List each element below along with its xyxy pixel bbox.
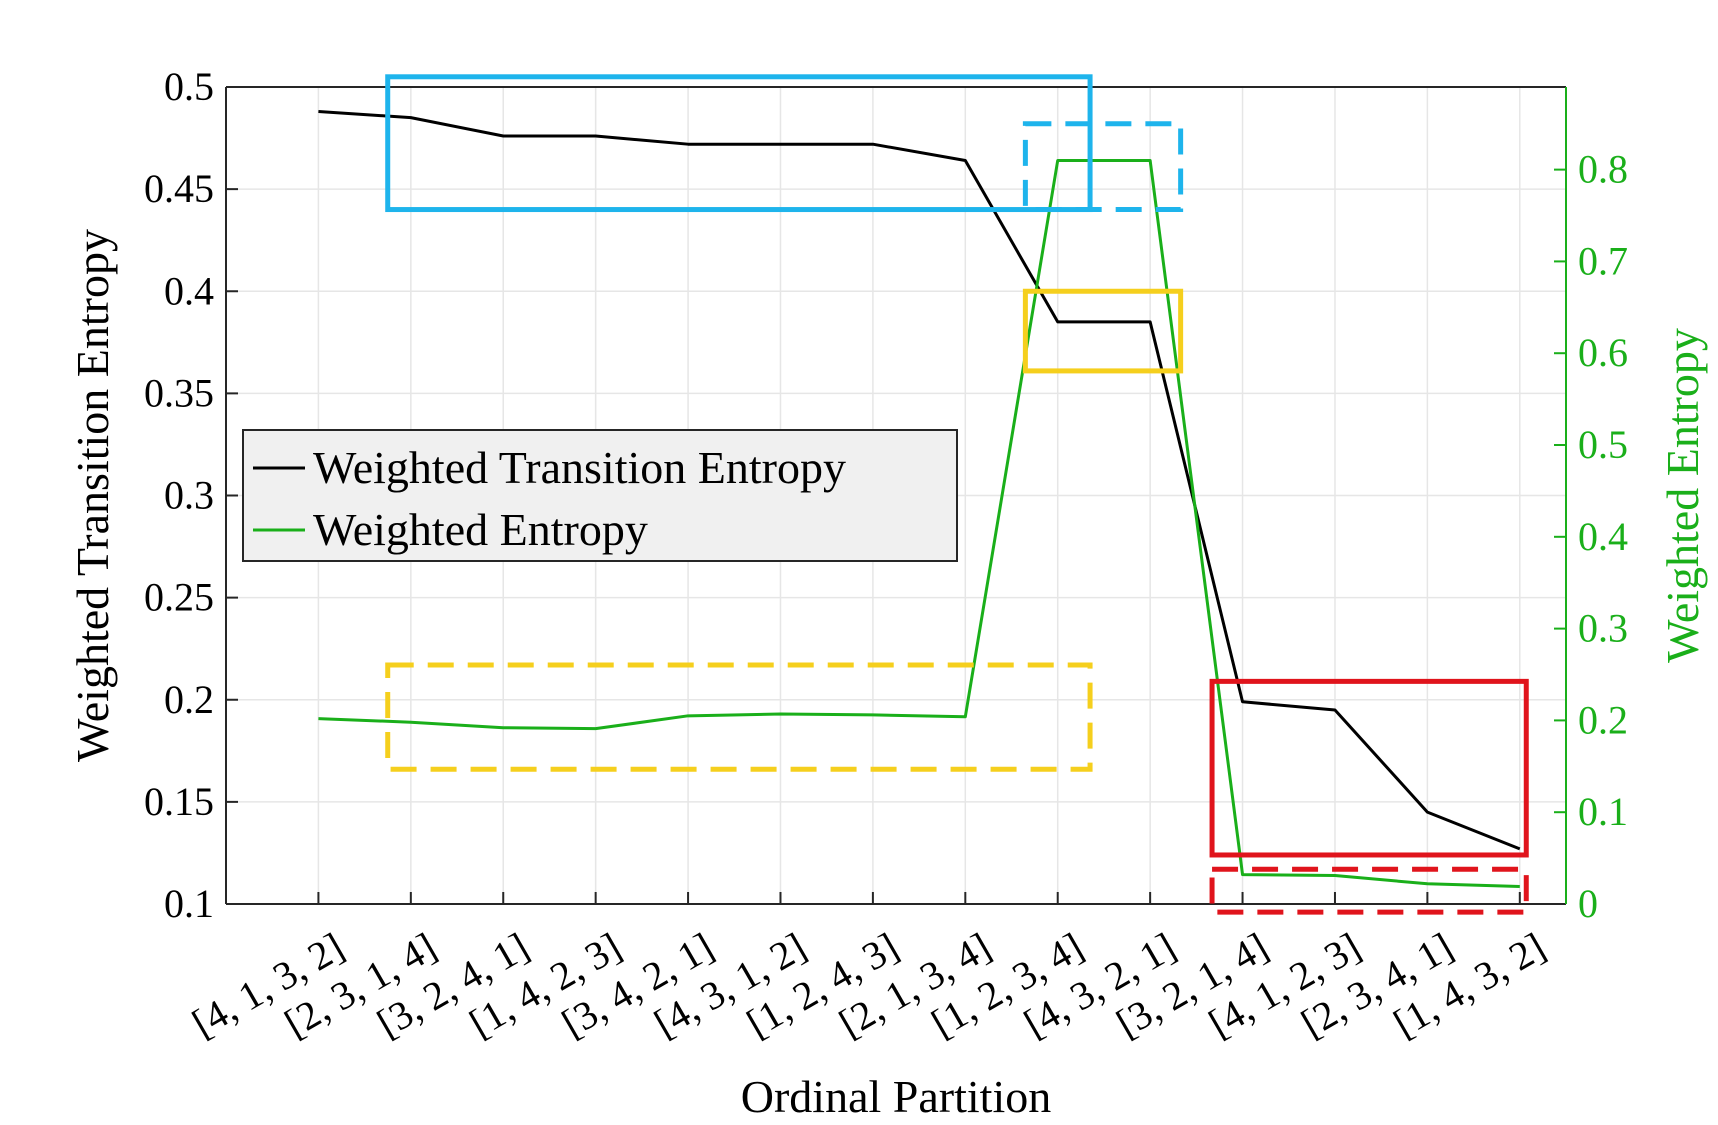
y-tick-label-left: 0.35	[144, 370, 214, 415]
legend-box	[242, 429, 958, 562]
y-tick-label-left: 0.45	[144, 166, 214, 211]
y-tick-label-left: 0.5	[164, 64, 214, 109]
y-tick-label-right: 0	[1578, 881, 1598, 926]
y-axis-title-right: Weighted Entropy	[1657, 328, 1708, 663]
y-tick-label-right: 0.5	[1578, 422, 1628, 467]
y-tick-label-right: 0.2	[1578, 697, 1628, 742]
highlight-box-red-solid	[1209, 678, 1529, 858]
series-line-weighted-transition-entropy	[318, 110, 1521, 851]
highlight-box-yellow-solid	[1022, 288, 1184, 374]
highlight-box-yellow-dashed	[385, 662, 1093, 772]
y-tick-label-right: 0.1	[1578, 789, 1628, 834]
highlight-box-red-dashed	[1209, 866, 1529, 915]
y-tick-label-right: 0.3	[1578, 606, 1628, 651]
legend: Weighted Transition Entropy Weighted Entr…	[242, 429, 958, 562]
y-tick-label-left: 0.15	[144, 779, 214, 824]
data-series	[318, 110, 1521, 889]
y-tick-label-left: 0.3	[164, 473, 214, 518]
series-line-weighted-entropy	[318, 158, 1520, 889]
y-tick-label-left: 0.2	[164, 677, 214, 722]
x-axis-title: Ordinal Partition	[741, 1071, 1051, 1122]
legend-label: Weighted Transition Entropy	[313, 442, 846, 493]
y-axis-title-left: Weighted Transition Entropy	[67, 229, 118, 762]
legend-label: Weighted Entropy	[313, 504, 648, 555]
y-tick-label-right: 0.7	[1578, 238, 1628, 283]
axis-labels: Weighted Transition Entropy Weighted Ent…	[67, 229, 1708, 1122]
y-tick-label-left: 0.4	[164, 268, 214, 313]
y-tick-label-right: 0.8	[1578, 147, 1628, 192]
highlight-box-blue-solid	[385, 74, 1093, 213]
y-tick-label-left: 0.25	[144, 575, 214, 620]
y-tick-label-right: 0.6	[1578, 330, 1628, 375]
y-tick-label-right: 0.4	[1578, 514, 1628, 559]
highlight-boxes	[385, 74, 1529, 915]
y-tick-label-left: 0.1	[164, 881, 214, 926]
